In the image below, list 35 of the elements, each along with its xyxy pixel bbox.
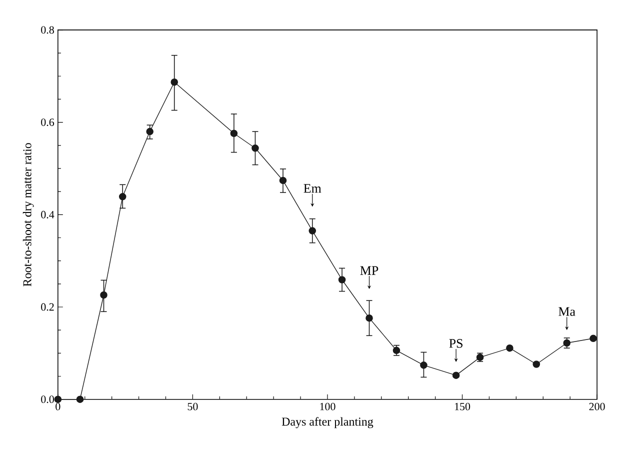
- x-tick-label: 100: [320, 402, 336, 410]
- point: [420, 361, 428, 369]
- y-tick-label: 0.4: [41, 210, 54, 218]
- y-tick-label: 0.2: [41, 303, 54, 311]
- x-axis-title: Days after planting: [282, 417, 374, 428]
- point: [590, 334, 597, 342]
- point: [392, 346, 400, 354]
- point: [252, 144, 259, 152]
- y-axis-title: Root-to-shoot dry matter ratio: [22, 142, 34, 286]
- y-tick-label: 0.0: [41, 396, 54, 403]
- y-tick-label: 0.8: [41, 26, 54, 34]
- point: [230, 130, 238, 137]
- point: [532, 360, 540, 368]
- x-tick-label: 150: [454, 402, 470, 410]
- point: [452, 372, 460, 379]
- point: [563, 339, 570, 347]
- point: [279, 176, 287, 184]
- point: [100, 291, 108, 299]
- x-tick-label: 50: [188, 402, 198, 410]
- point: [146, 128, 154, 136]
- point: [338, 276, 346, 284]
- point: [366, 314, 373, 322]
- annotation: Em: [304, 184, 322, 192]
- y-tick-label: 0.6: [41, 118, 54, 126]
- point: [118, 192, 126, 200]
- point: [506, 344, 514, 352]
- x-tick-label: 200: [589, 402, 605, 410]
- point: [308, 227, 316, 234]
- annotation: Ma: [558, 307, 576, 316]
- annotation: PS: [449, 338, 462, 348]
- point: [76, 396, 84, 403]
- annotation: MP: [360, 266, 378, 275]
- point: [54, 396, 62, 403]
- point: [170, 78, 178, 86]
- x-tick-label: 0: [56, 402, 60, 410]
